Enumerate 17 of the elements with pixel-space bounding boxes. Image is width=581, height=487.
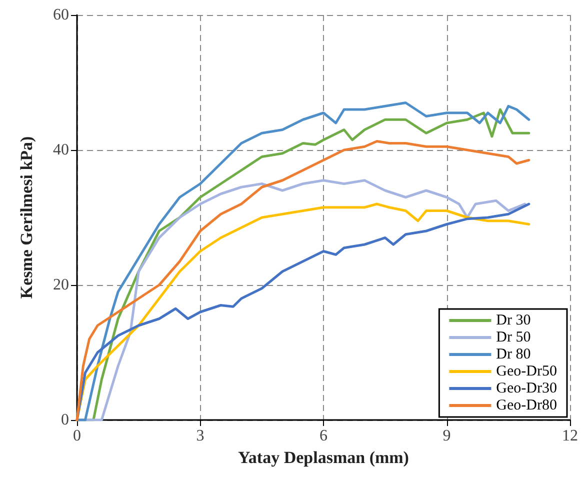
legend-label: Geo-Dr80 (496, 398, 558, 414)
x-tick-label: 0 (73, 428, 81, 444)
x-axis-title: Yatay Deplasman (mm) (238, 448, 409, 467)
legend-label: Dr 30 (496, 312, 531, 328)
legend-label: Geo-Dr30 (496, 380, 558, 396)
y-tick-label: 20 (53, 276, 69, 294)
legend-label: Geo-Dr50 (496, 364, 558, 380)
legend-label: Dr 50 (496, 330, 531, 346)
x-tick-label: 6 (320, 428, 328, 444)
y-tick-label: 0 (61, 412, 69, 428)
legend-label: Dr 80 (496, 346, 531, 362)
y-axis-title: Kesme Gerilmesi kPa) (17, 136, 36, 299)
y-tick-label: 40 (53, 142, 69, 158)
x-tick-label: 9 (442, 428, 451, 444)
x-tick-label: 3 (196, 428, 204, 444)
x-tick-label: 12 (562, 428, 578, 444)
y-tick-label: 60 (53, 6, 69, 24)
